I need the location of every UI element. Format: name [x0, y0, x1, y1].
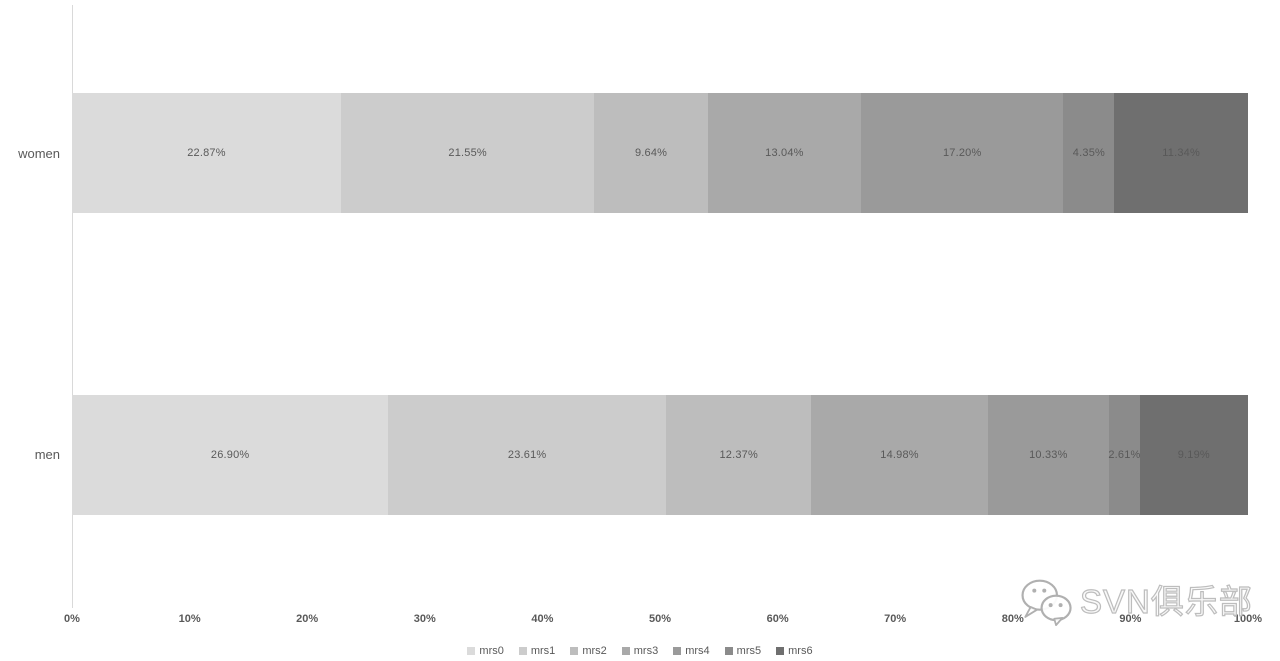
- bar-row-men: 26.90% 23.61% 12.37% 14.98% 10.33% 2.61% 9.19%: [72, 395, 1248, 515]
- x-tick-label-70%: 70%: [884, 613, 907, 625]
- segment-value-label: 14.98%: [880, 449, 919, 461]
- legend-item-mrs0: mrs0: [467, 645, 504, 657]
- legend-label-mrs4: mrs4: [685, 645, 710, 657]
- x-tick-label-10%: 10%: [178, 613, 201, 625]
- bar-segment-mrs4-men: 10.33%: [987, 395, 1110, 515]
- bar-segment-mrs2-men: 12.37%: [665, 395, 812, 515]
- segment-value-label: 11.34%: [1162, 147, 1200, 159]
- watermark-text: SVN俱乐部: [1079, 582, 1253, 620]
- x-tick-label-60%: 60%: [766, 613, 789, 625]
- bar-segment-mrs0-men: 26.90%: [72, 395, 389, 515]
- segment-value-label: 22.87%: [187, 147, 226, 159]
- category-label-men: men: [34, 447, 60, 462]
- wechat-logo-icon: [1021, 579, 1072, 626]
- bar-segment-mrs1-women: 21.55%: [340, 93, 595, 213]
- legend-item-mrs3: mrs3: [621, 645, 659, 657]
- segment-value-label: 17.20%: [942, 147, 982, 159]
- bar-segment-mrs1-men: 23.61%: [388, 395, 666, 515]
- y-axis-line: [72, 5, 73, 608]
- segment-value-label: 2.61%: [1108, 449, 1141, 461]
- x-tick-label-90%: 90%: [1119, 613, 1142, 625]
- legend-label-mrs0: mrs0: [479, 645, 504, 657]
- bar-segment-mrs5-men: 2.61%: [1108, 395, 1141, 515]
- legend-swatch-mrs6: [776, 647, 785, 655]
- bar-segment-mrs2-women: 9.64%: [594, 93, 708, 213]
- legend-item-mrs6: mrs6: [776, 645, 813, 657]
- legend-item-mrs1: mrs1: [518, 645, 556, 657]
- x-tick-label-100%: 100%: [1233, 613, 1263, 625]
- bar-segment-mrs0-women: 22.87%: [72, 93, 341, 213]
- segment-value-label: 9.19%: [1177, 449, 1210, 461]
- legend-item-mrs4: mrs4: [673, 645, 710, 657]
- legend-label-mrs3: mrs3: [633, 645, 659, 657]
- legend-swatch-mrs0: [467, 647, 476, 655]
- x-tick-label-80%: 80%: [1001, 613, 1024, 625]
- legend-label-mrs1: mrs1: [530, 645, 556, 657]
- bar-segment-mrs4-women: 17.20%: [861, 93, 1064, 213]
- bar-segment-mrs6-women: 11.34%: [1114, 93, 1248, 213]
- segment-value-label: 21.55%: [448, 147, 487, 159]
- legend-label-mrs2: mrs2: [582, 645, 607, 657]
- legend-item-mrs2: mrs2: [570, 645, 607, 657]
- x-tick-label-40%: 40%: [531, 613, 554, 625]
- x-tick-label-20%: 20%: [296, 613, 319, 625]
- segment-value-label: 13.04%: [765, 147, 804, 159]
- x-tick-label-50%: 50%: [648, 613, 672, 625]
- legend-swatch-mrs2: [570, 647, 579, 655]
- category-label-women: women: [18, 146, 60, 161]
- bar-row-women: 22.87% 21.55% 9.64% 13.04% 17.20% 4.35% 11.34%: [72, 93, 1248, 213]
- segment-value-label: 4.35%: [1072, 147, 1105, 159]
- bar-segment-mrs3-men: 14.98%: [811, 395, 988, 515]
- legend: mrs0 mrs1 mrs2 mrs3 mrs4 mrs5 mrs6: [0, 645, 1280, 657]
- legend-swatch-mrs4: [673, 647, 682, 655]
- x-tick-label-0%: 0%: [64, 613, 80, 625]
- segment-value-label: 26.90%: [210, 449, 250, 461]
- legend-swatch-mrs1: [518, 647, 527, 655]
- legend-swatch-mrs3: [621, 647, 630, 655]
- bar-segment-mrs3-women: 13.04%: [707, 93, 862, 213]
- legend-label-mrs5: mrs5: [736, 645, 762, 657]
- legend-item-mrs5: mrs5: [724, 645, 762, 657]
- segment-value-label: 23.61%: [507, 449, 547, 461]
- legend-swatch-mrs5: [724, 647, 733, 655]
- legend-label-mrs6: mrs6: [788, 645, 813, 657]
- bar-segment-mrs6-men: 9.19%: [1139, 395, 1248, 515]
- segment-value-label: 9.64%: [634, 147, 668, 159]
- x-tick-label-30%: 30%: [413, 613, 436, 625]
- segment-value-label: 12.37%: [719, 449, 758, 461]
- segment-value-label: 10.33%: [1029, 449, 1068, 461]
- bar-segment-mrs5-women: 4.35%: [1063, 93, 1115, 213]
